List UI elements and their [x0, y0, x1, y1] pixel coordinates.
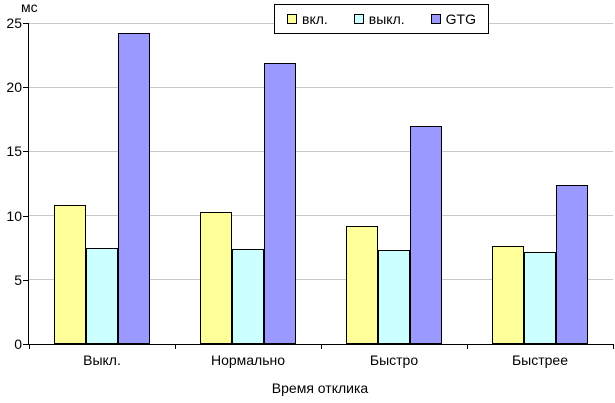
- y-axis-tick-10: [23, 215, 29, 217]
- x-axis-tick-2: [320, 344, 322, 349]
- y-axis-tick-0: [23, 344, 29, 345]
- gridline-10: [29, 215, 613, 217]
- legend-swatch-выкл.: [353, 14, 364, 24]
- bar-выкл.-Быстро: [378, 250, 410, 344]
- bar-вкл.-Выкл.: [54, 205, 86, 344]
- gridline-20: [29, 86, 613, 88]
- bar-вкл.-Быстро: [346, 225, 378, 344]
- y-axis-tick-5: [23, 279, 29, 281]
- y-axis-label-25: 25: [6, 15, 22, 31]
- x-axis-title: Время отклика: [271, 380, 369, 396]
- x-category-label-Нормально: Нормально: [210, 352, 286, 368]
- y-axis-label-20: 20: [6, 79, 22, 96]
- x-category-label-Выкл.: Выкл.: [83, 352, 121, 368]
- legend-label-GTG: GTG: [445, 11, 476, 27]
- x-axis-tick-1: [174, 344, 176, 349]
- legend-item-GTG: GTG: [430, 11, 476, 27]
- bar-GTG-Быстро: [410, 125, 442, 344]
- bar-GTG-Нормально: [264, 62, 296, 344]
- bar-выкл.-Выкл.: [86, 247, 118, 344]
- x-category-label-Быстро: Быстро: [369, 352, 419, 368]
- legend-label-вкл.: вкл.: [302, 11, 328, 27]
- y-axis-label-0: 0: [14, 336, 22, 352]
- x-category-label-Быстрее: Быстрее: [511, 352, 569, 368]
- gridline-15: [29, 150, 613, 152]
- plot-area: [28, 22, 613, 345]
- y-axis-label-10: 10: [6, 207, 22, 224]
- gridline-5: [29, 279, 613, 281]
- legend-label-выкл.: выкл.: [368, 11, 405, 27]
- bar-GTG-Выкл.: [118, 33, 150, 344]
- bar-выкл.-Нормально: [232, 248, 264, 344]
- x-axis-tick-0: [28, 344, 30, 349]
- y-axis-label-5: 5: [14, 271, 22, 288]
- y-axis-tick-25: [23, 23, 29, 24]
- legend-swatch-GTG: [430, 14, 441, 24]
- bar-выкл.-Быстрее: [524, 251, 556, 344]
- x-axis-tick-4: [612, 344, 614, 349]
- y-axis-title: мс: [21, 0, 38, 15]
- y-axis-label-15: 15: [6, 143, 22, 160]
- legend-swatch-вкл.: [287, 14, 297, 24]
- legend-item-выкл.: выкл.: [353, 11, 405, 27]
- legend-item-вкл.: вкл.: [287, 11, 328, 27]
- y-axis-tick-15: [23, 151, 29, 153]
- y-axis-tick-20: [23, 87, 29, 89]
- bar-GTG-Быстрее: [556, 184, 588, 344]
- bar-вкл.-Нормально: [200, 211, 232, 344]
- bar-вкл.-Быстрее: [492, 246, 524, 344]
- legend: вкл. выкл. GTG: [274, 4, 489, 34]
- x-axis-tick-3: [466, 344, 468, 349]
